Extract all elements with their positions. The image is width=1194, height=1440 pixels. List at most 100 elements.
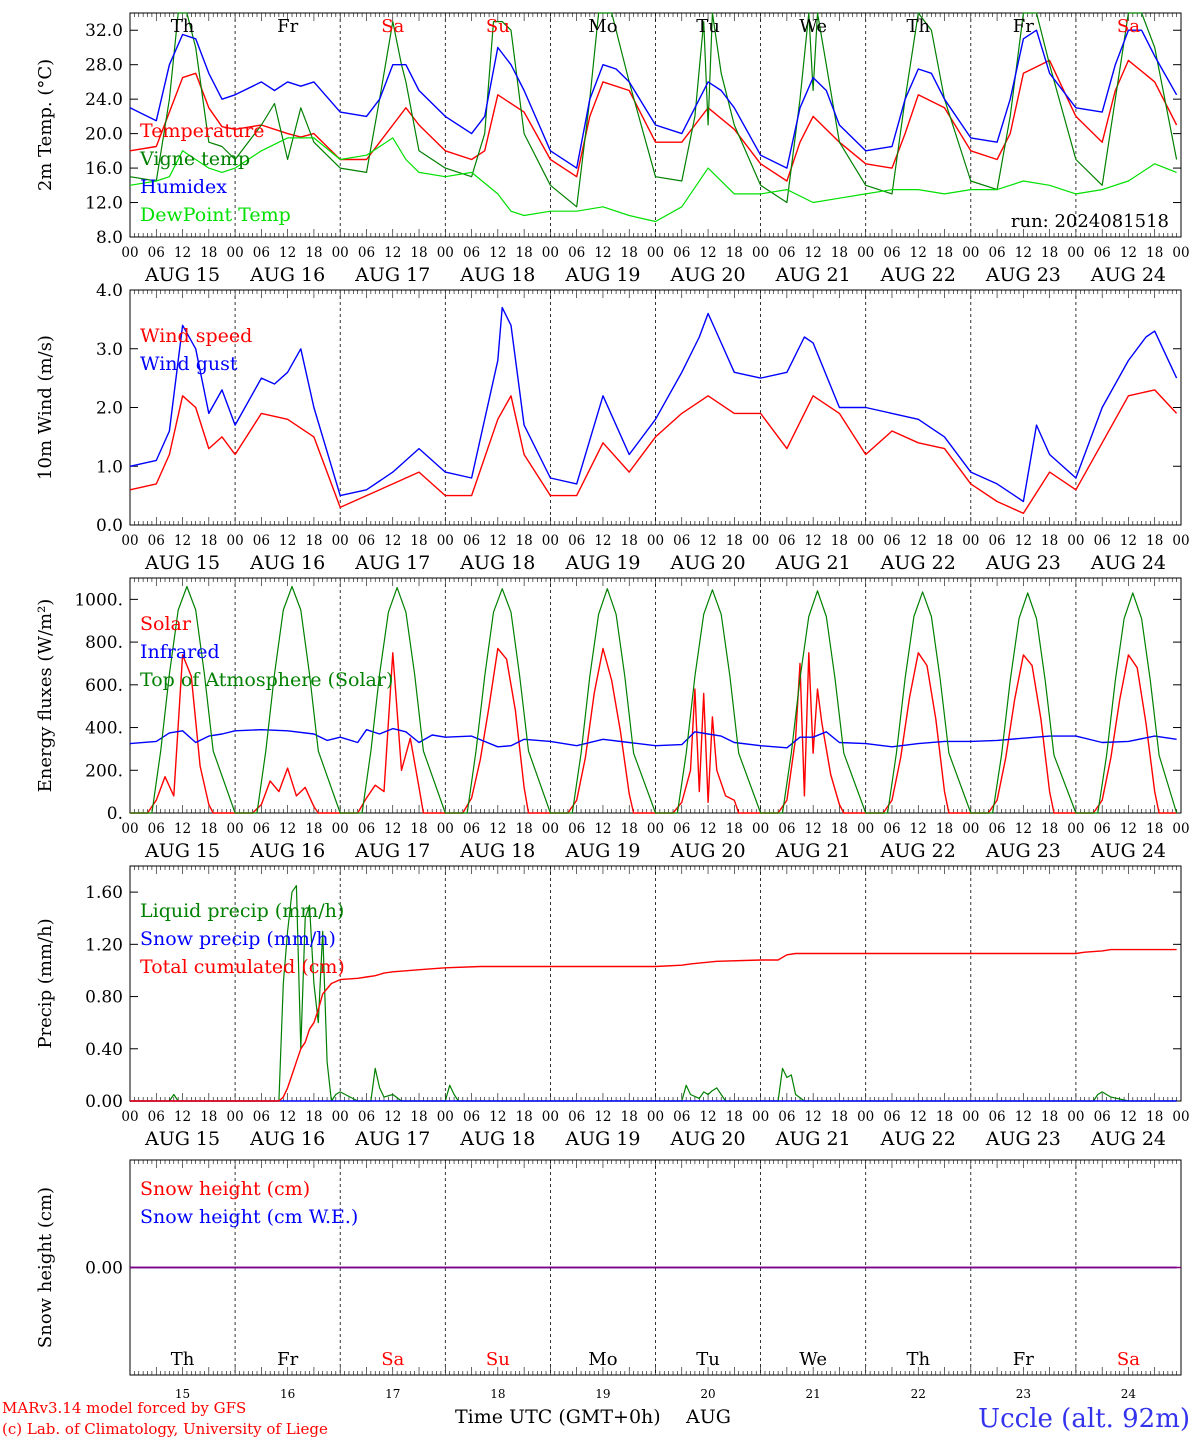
panel-snow: 0.00 Snow height (cm) Snow height (cm) Snow… <box>35 1159 1182 1401</box>
x-tick-label: 00 <box>1172 821 1189 837</box>
y-axis-label: Precip (mm/h) <box>35 918 56 1048</box>
date-label: AUG 23 <box>985 1128 1061 1150</box>
y-axis-label: 2m Temp. (°C) <box>35 59 56 191</box>
credit-line-1: MARv3.14 model forced by GFS <box>2 1399 246 1417</box>
day-of-week-label: Su <box>486 16 510 37</box>
panel-precip: 0.00 0.40 0.80 1.20 1.60 Precip (mm/h) Liquid … <box>35 865 1190 1150</box>
date-label: AUG 24 <box>1090 840 1166 862</box>
x-tick-label: 12 <box>805 821 822 837</box>
legend-entry: Snow precip (mm/h) <box>140 928 336 950</box>
date-label: AUG 19 <box>564 264 640 286</box>
x-tick-label: 18 <box>831 245 848 261</box>
panel-temp: 8.0 12.0 16.0 20.0 24.0 28.0 32.0 2m Temp. (°C)… <box>35 12 1190 286</box>
x-tick-label: 12 <box>279 245 296 261</box>
x-tick-label: 06 <box>358 1109 375 1125</box>
day-number-label: 24 <box>1121 1387 1137 1401</box>
date-label: AUG 18 <box>459 840 535 862</box>
x-tick-label: 18 <box>621 821 638 837</box>
x-tick-label: 06 <box>673 1109 690 1125</box>
x-tick-label: 18 <box>726 533 743 549</box>
x-tick-label: 12 <box>699 1109 716 1125</box>
station-label: Uccle (alt. 92m) <box>978 1404 1190 1434</box>
x-tick-label: 00 <box>857 821 874 837</box>
date-label: AUG 21 <box>775 840 851 862</box>
x-tick-label: 06 <box>568 245 585 261</box>
x-tick-label: 00 <box>962 533 979 549</box>
series-line-wind-gust <box>129 306 1178 503</box>
y-tick-label: 8.0 <box>96 228 123 248</box>
x-tick-label: 06 <box>883 533 900 549</box>
x-tick-label: 00 <box>332 821 349 837</box>
x-tick-label: 06 <box>463 821 480 837</box>
x-tick-label: 00 <box>437 821 454 837</box>
date-label: AUG 15 <box>144 264 220 286</box>
x-tick-label: 06 <box>253 821 270 837</box>
day-of-week-label: We <box>799 16 827 37</box>
x-tick-label: 00 <box>1067 533 1084 549</box>
legend-entry: Infrared <box>140 641 220 663</box>
x-tick-label: 18 <box>1041 533 1058 549</box>
x-tick-label: 00 <box>542 533 559 549</box>
x-tick-label: 18 <box>200 533 217 549</box>
day-of-week-label: Tu <box>696 1349 720 1370</box>
x-tick-label: 06 <box>883 821 900 837</box>
x-tick-label: 12 <box>594 1109 611 1125</box>
x-tick-label: 00 <box>437 1109 454 1125</box>
x-tick-label: 00 <box>962 1109 979 1125</box>
date-label: AUG 20 <box>669 1128 745 1150</box>
x-tick-label: 18 <box>1146 245 1163 261</box>
x-tick-label: 06 <box>148 533 165 549</box>
run-label: run: 2024081518 <box>1011 211 1169 232</box>
y-tick-label: 1.20 <box>85 935 123 955</box>
series-line-humidex <box>129 29 1178 169</box>
day-of-week-label: Fr <box>277 16 298 37</box>
x-tick-label: 12 <box>489 821 506 837</box>
x-tick-label: 06 <box>568 1109 585 1125</box>
x-tick-label: 06 <box>463 533 480 549</box>
day-of-week-label: Th <box>171 1349 195 1370</box>
date-label: AUG 22 <box>880 840 956 862</box>
x-tick-label: 06 <box>883 1109 900 1125</box>
x-tick-label: 06 <box>358 533 375 549</box>
date-label: AUG 15 <box>144 1128 220 1150</box>
date-label: AUG 24 <box>1090 264 1166 286</box>
x-tick-label: 18 <box>1041 821 1058 837</box>
day-of-week-label: Fr <box>1013 1349 1034 1370</box>
x-tick-label: 18 <box>410 1109 427 1125</box>
day-of-week-label: Sa <box>1117 16 1140 37</box>
y-tick-label: 16.0 <box>85 159 123 179</box>
x-tick-label: 12 <box>174 1109 191 1125</box>
x-tick-label: 18 <box>726 1109 743 1125</box>
x-tick-label: 12 <box>594 245 611 261</box>
date-label: AUG 16 <box>249 264 325 286</box>
x-tick-label: 12 <box>1120 821 1137 837</box>
x-tick-label: 12 <box>1120 533 1137 549</box>
x-tick-label: 12 <box>699 533 716 549</box>
x-tick-label: 18 <box>831 821 848 837</box>
y-tick-label: 2.0 <box>96 399 123 419</box>
date-label: AUG 22 <box>880 264 956 286</box>
legend-entry: Vigne temp <box>139 148 250 170</box>
x-tick-label: 00 <box>332 1109 349 1125</box>
x-tick-label: 12 <box>1015 533 1032 549</box>
panel-energy: 0. 200. 400. 600. 800. 1000. Energy fluxes (W/… <box>35 577 1190 862</box>
series-line-infrared <box>129 727 1177 749</box>
legend-entry: DewPoint Temp <box>140 204 291 226</box>
x-tick-label: 06 <box>568 533 585 549</box>
x-tick-label: 12 <box>279 533 296 549</box>
x-tick-label: 00 <box>752 533 769 549</box>
x-tick-label: 06 <box>463 1109 480 1125</box>
x-tick-label: 00 <box>542 821 559 837</box>
x-tick-label: 18 <box>200 1109 217 1125</box>
x-tick-label: 18 <box>936 821 953 837</box>
x-tick-label: 12 <box>805 1109 822 1125</box>
x-tick-label: 00 <box>542 1109 559 1125</box>
date-label: AUG 22 <box>880 1128 956 1150</box>
day-of-week-label: Fr <box>1013 16 1034 37</box>
x-tick-label: 00 <box>1067 1109 1084 1125</box>
x-tick-label: 18 <box>831 1109 848 1125</box>
x-tick-label: 06 <box>988 533 1005 549</box>
x-tick-label: 12 <box>279 1109 296 1125</box>
y-tick-label: 28.0 <box>85 56 123 76</box>
day-number-label: 17 <box>385 1387 400 1401</box>
